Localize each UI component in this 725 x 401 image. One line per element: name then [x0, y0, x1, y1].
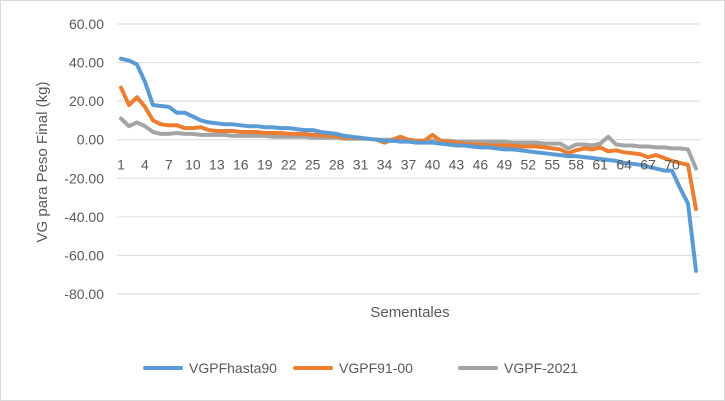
- legend-label: VGPF91-00: [339, 360, 413, 376]
- x-tick-label: 25: [305, 157, 321, 173]
- y-tick-label: 0.00: [77, 132, 104, 148]
- series-lines: [119, 56, 698, 273]
- y-tick-label: -60.00: [64, 247, 104, 263]
- x-tick-label: 58: [568, 157, 584, 173]
- x-tick-label: 10: [185, 157, 201, 173]
- legend-label: VGPF-2021: [504, 360, 578, 376]
- y-tick-label: 60.00: [69, 16, 104, 32]
- x-tick-label: 70: [664, 157, 680, 173]
- x-tick-label: 7: [165, 157, 173, 173]
- legend-label: VGPFhasta90: [189, 360, 277, 376]
- x-tick-label: 37: [401, 157, 417, 173]
- gridlines: [117, 23, 700, 295]
- x-tick-labels: 1 4 7 10 13 16 19 22 25 28 31 34 37 40 43 46 49 52 55 58 61 6…: [117, 157, 680, 173]
- y-tick-label: -80.00: [64, 286, 104, 302]
- x-tick-label: 52: [521, 157, 537, 173]
- x-tick-label: 43: [449, 157, 465, 173]
- x-tick-label: 19: [257, 157, 273, 173]
- x-tick-label: 46: [473, 157, 489, 173]
- x-tick-label: 1: [117, 157, 125, 173]
- x-tick-label: 4: [141, 157, 149, 173]
- legend: VGPFhasta90 VGPF91-00 VGPF-2021: [143, 360, 578, 376]
- x-tick-label: 34: [377, 157, 393, 173]
- y-tick-labels: 60.00 40.00 20.00 0.00 -20.00 -40.00 -60.00 -80…: [64, 16, 104, 302]
- series-line-VGPFhasta90: [119, 56, 698, 273]
- x-tick-label: 40: [425, 157, 441, 173]
- x-tick-label: 61: [592, 157, 608, 173]
- y-tick-label: -40.00: [64, 209, 104, 225]
- x-tick-label: 28: [329, 157, 345, 173]
- x-tick-label: 31: [353, 157, 369, 173]
- x-tick-label: 13: [209, 157, 225, 173]
- series-line-VGPF91-00: [119, 85, 698, 212]
- x-tick-label: 67: [640, 157, 656, 173]
- x-tick-label: 64: [616, 157, 632, 173]
- y-axis-title: VG para Peso Final (kg): [34, 82, 51, 243]
- x-tick-label: 22: [281, 157, 297, 173]
- y-tick-label: -20.00: [64, 170, 104, 186]
- y-tick-label: 20.00: [69, 93, 104, 109]
- x-tick-label: 55: [544, 157, 560, 173]
- y-tick-label: 40.00: [69, 55, 104, 71]
- x-axis-title: Sementales: [370, 304, 449, 321]
- x-tick-label: 16: [233, 157, 249, 173]
- x-tick-label: 49: [497, 157, 513, 173]
